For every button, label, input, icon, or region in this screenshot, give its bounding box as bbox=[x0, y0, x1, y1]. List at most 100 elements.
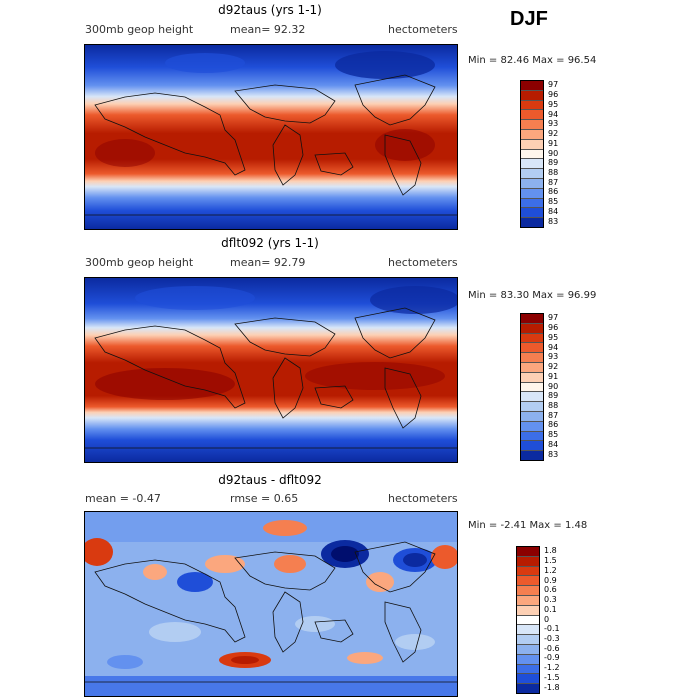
panel-1-contour-map bbox=[85, 45, 457, 229]
colorbar-label: 90 bbox=[548, 148, 559, 158]
panel-2-colorbar-swatch bbox=[521, 342, 543, 353]
panel-1-colorbar-swatch bbox=[521, 81, 543, 90]
colorbar-label: 95 bbox=[548, 99, 559, 109]
panel-2-colorbar-swatch bbox=[521, 391, 543, 402]
colorbar-label: 87 bbox=[548, 177, 559, 187]
panel-1-colorbar-swatch bbox=[521, 148, 543, 159]
panel-2-colorbar-swatch bbox=[521, 381, 543, 392]
panel-3-colorbar-swatch bbox=[517, 555, 539, 566]
colorbar-label: 93 bbox=[548, 119, 559, 129]
colorbar-label: 96 bbox=[548, 323, 559, 333]
colorbar-label: -1.8 bbox=[544, 682, 560, 692]
panel-1-minmax: Min = 82.46 Max = 96.54 bbox=[468, 55, 597, 66]
panel-2-colorbar-swatch bbox=[521, 420, 543, 431]
panel-3-minmax: Min = -2.41 Max = 1.48 bbox=[468, 520, 588, 531]
panel-1-colorbar-swatch bbox=[521, 187, 543, 198]
colorbar-label: 0.3 bbox=[544, 595, 557, 605]
panel-1-colorbar-swatch bbox=[521, 89, 543, 100]
panel-2-colorbar-swatch bbox=[521, 430, 543, 441]
colorbar-label: -1.2 bbox=[544, 663, 560, 673]
panel-1-colorbar-swatch bbox=[521, 99, 543, 110]
panel-3-colorbar-swatch bbox=[517, 653, 539, 664]
colorbar-label: 88 bbox=[548, 400, 559, 410]
colorbar-label: 0.1 bbox=[544, 604, 557, 614]
panel-3-colorbar-swatch bbox=[517, 594, 539, 605]
colorbar-label: 84 bbox=[548, 206, 559, 216]
panel-2-colorbar-swatch bbox=[521, 440, 543, 451]
panel-2-colorbar-swatch bbox=[521, 314, 543, 323]
panel-2-colorbar-swatch bbox=[521, 332, 543, 343]
panel-1-colorbar-swatch bbox=[521, 217, 543, 227]
panel-1-left-label: 300mb geop height bbox=[85, 23, 194, 36]
panel-1-units-label: hectometers bbox=[388, 23, 458, 36]
panel-2-colorbar-labels: 97 96 95 94 93 92 91 90 89 88 87 86 85 8… bbox=[548, 313, 558, 459]
colorbar-label: 92 bbox=[548, 362, 559, 372]
panel-3-colorbar-swatch bbox=[517, 683, 539, 693]
panel-1-colorbar bbox=[520, 80, 544, 228]
colorbar-label: 91 bbox=[548, 138, 559, 148]
panel-2-colorbar-swatch bbox=[521, 371, 543, 382]
colorbar-label: 96 bbox=[548, 90, 559, 100]
panel-2-contour-map bbox=[85, 278, 457, 462]
panel-3-colorbar-swatch bbox=[517, 634, 539, 644]
colorbar-label: 86 bbox=[548, 187, 559, 197]
panel-1-colorbar-swatch bbox=[521, 138, 543, 149]
panel-3-colorbar-swatch bbox=[517, 673, 539, 684]
panel-3-colorbar-swatch bbox=[517, 565, 539, 576]
panel-1-colorbar-swatch bbox=[521, 109, 543, 120]
colorbar-label: 94 bbox=[548, 342, 559, 352]
colorbar-label: 93 bbox=[548, 352, 559, 362]
colorbar-label: 89 bbox=[548, 391, 559, 401]
panel-1-colorbar-swatch bbox=[521, 128, 543, 139]
panel-2-colorbar-swatch bbox=[521, 450, 543, 460]
colorbar-label: 85 bbox=[548, 430, 559, 440]
colorbar-label: 86 bbox=[548, 420, 559, 430]
colorbar-label: 97 bbox=[548, 80, 559, 90]
colorbar-label: 0 bbox=[544, 614, 550, 624]
panel-3-units-label: hectometers bbox=[388, 492, 458, 505]
panel-1-colorbar-swatch bbox=[521, 177, 543, 188]
colorbar-label: 97 bbox=[548, 313, 559, 323]
panel-3-colorbar bbox=[516, 546, 540, 694]
panel-2-map bbox=[84, 277, 458, 463]
colorbar-label: 88 bbox=[548, 167, 559, 177]
panel-3-colorbar-swatch bbox=[517, 614, 539, 625]
panel-2-colorbar-swatch bbox=[521, 361, 543, 372]
colorbar-label: 83 bbox=[548, 216, 559, 226]
panel-3-colorbar-swatch bbox=[517, 575, 539, 586]
panel-3-colorbar-swatch bbox=[517, 624, 539, 635]
colorbar-label: 92 bbox=[548, 129, 559, 139]
colorbar-label: 94 bbox=[548, 109, 559, 119]
colorbar-label: -0.6 bbox=[544, 643, 560, 653]
panel-3-colorbar-swatch bbox=[517, 604, 539, 615]
colorbar-label: 87 bbox=[548, 410, 559, 420]
panel-3-colorbar-swatch bbox=[517, 643, 539, 654]
panel-2-colorbar-swatch bbox=[521, 401, 543, 411]
panel-1-map bbox=[84, 44, 458, 230]
panel-3-title: d92taus - dflt092 bbox=[218, 473, 322, 487]
colorbar-label: -1.5 bbox=[544, 672, 560, 682]
colorbar-label: 90 bbox=[548, 381, 559, 391]
panel-3-map bbox=[84, 511, 458, 697]
panel-2-title: dflt092 (yrs 1-1) bbox=[221, 236, 319, 250]
panel-2-colorbar-swatch bbox=[521, 410, 543, 421]
panel-2-mean-label: mean= 92.79 bbox=[230, 256, 306, 269]
colorbar-label: -0.3 bbox=[544, 633, 560, 643]
panel-1-colorbar-swatch bbox=[521, 207, 543, 218]
season-label: DJF bbox=[510, 8, 548, 30]
colorbar-label: 91 bbox=[548, 371, 559, 381]
colorbar-label: 0.6 bbox=[544, 585, 557, 595]
panel-3-colorbar-swatch bbox=[517, 547, 539, 556]
panel-1-colorbar-swatch bbox=[521, 158, 543, 169]
panel-3-mean-label: mean = -0.47 bbox=[85, 492, 161, 505]
colorbar-label: 83 bbox=[548, 449, 559, 459]
panel-3-colorbar-swatch bbox=[517, 663, 539, 674]
colorbar-label: -0.9 bbox=[544, 653, 560, 663]
panel-1-colorbar-swatch bbox=[521, 197, 543, 208]
panel-2-minmax: Min = 83.30 Max = 96.99 bbox=[468, 290, 597, 301]
colorbar-label: 0.9 bbox=[544, 575, 557, 585]
panel-3-colorbar-labels: 1.8 1.5 1.2 0.9 0.6 0.3 0.1 0 -0.1 -0.3 … bbox=[544, 546, 560, 692]
panel-2-units-label: hectometers bbox=[388, 256, 458, 269]
panel-3-colorbar-swatch bbox=[517, 585, 539, 595]
panel-2-left-label: 300mb geop height bbox=[85, 256, 194, 269]
